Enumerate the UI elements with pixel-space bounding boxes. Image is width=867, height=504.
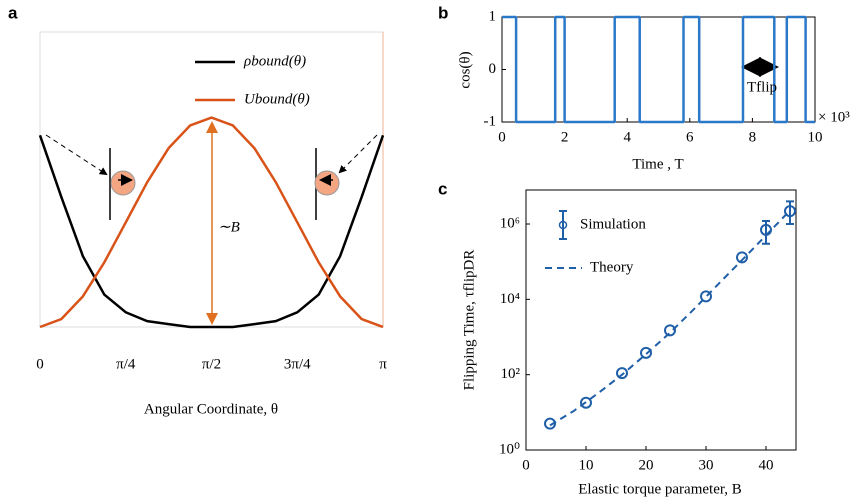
y-tick-label: -1 bbox=[484, 113, 497, 129]
x-axis-label: Angular Coordinate, θ bbox=[144, 401, 278, 417]
data-point bbox=[544, 417, 556, 430]
data-point bbox=[664, 324, 676, 337]
line bbox=[39, 116, 384, 329]
x-tick-label: 10 bbox=[579, 457, 594, 473]
x-tick-label: π/2 bbox=[202, 356, 221, 372]
y-tick-label: 0 bbox=[489, 61, 497, 77]
y-axis-label: cos(θ) bbox=[457, 51, 473, 88]
legend-swatch bbox=[558, 220, 568, 230]
data-point bbox=[784, 205, 796, 218]
particle bbox=[110, 170, 136, 196]
y-axis-label: Flipping Time, τflipDR bbox=[461, 250, 477, 391]
y-tick-label: 10⁴ bbox=[500, 291, 520, 307]
data-point bbox=[700, 290, 712, 303]
x-tick-label: 3π/4 bbox=[284, 356, 311, 372]
theory-line bbox=[549, 209, 791, 427]
data-point bbox=[640, 346, 652, 359]
pointer-arrow bbox=[45, 134, 108, 176]
x-axis-label: Elastic torque parameter, B bbox=[578, 481, 742, 497]
x-tick-label: 0 bbox=[522, 457, 530, 473]
data-point bbox=[580, 396, 592, 409]
panel-label: c bbox=[438, 179, 447, 198]
error-bar bbox=[786, 200, 794, 226]
x-tick-label: 4 bbox=[623, 129, 631, 145]
x-tick-label: 6 bbox=[686, 129, 694, 145]
legend-label: Simulation bbox=[580, 216, 646, 232]
x-tick-label: π/4 bbox=[116, 356, 136, 372]
legend-swatch bbox=[559, 210, 567, 240]
line bbox=[38, 134, 385, 329]
x-tick-label: 2 bbox=[561, 129, 569, 145]
x-tick-label: 20 bbox=[639, 457, 654, 473]
x-tick-label: 0 bbox=[498, 129, 506, 145]
legend-label: Theory bbox=[590, 259, 634, 275]
x-tick-label: π bbox=[379, 356, 387, 372]
x-tick-label: 10 bbox=[808, 129, 823, 145]
panel-label: b bbox=[438, 3, 448, 22]
y-tick-label: 1 bbox=[489, 8, 497, 24]
x-tick-label: 0 bbox=[36, 356, 44, 372]
legend-label: Ubound(θ) bbox=[244, 91, 310, 107]
data-point bbox=[616, 367, 628, 380]
data-point bbox=[736, 251, 748, 264]
y-tick-label: 10⁶ bbox=[500, 215, 520, 231]
y-tick-label: 10² bbox=[501, 366, 521, 382]
trace bbox=[502, 15, 815, 124]
y-tick-label: 10⁰ bbox=[499, 441, 520, 457]
plot-frame bbox=[525, 189, 797, 451]
annotation: ∼B bbox=[218, 219, 240, 235]
x-tick-label: 30 bbox=[699, 457, 714, 473]
legend-label: ρbound(θ) bbox=[243, 53, 306, 69]
x-axis-label: Time , T bbox=[632, 156, 683, 172]
panel-label: a bbox=[8, 3, 18, 22]
x-tick-label: 8 bbox=[749, 129, 757, 145]
axis-multiplier: × 10³ bbox=[818, 109, 850, 125]
x-tick-label: 40 bbox=[759, 457, 774, 473]
annotation: Tflip bbox=[747, 79, 777, 95]
particle bbox=[314, 170, 340, 196]
plot-frame bbox=[501, 16, 816, 123]
